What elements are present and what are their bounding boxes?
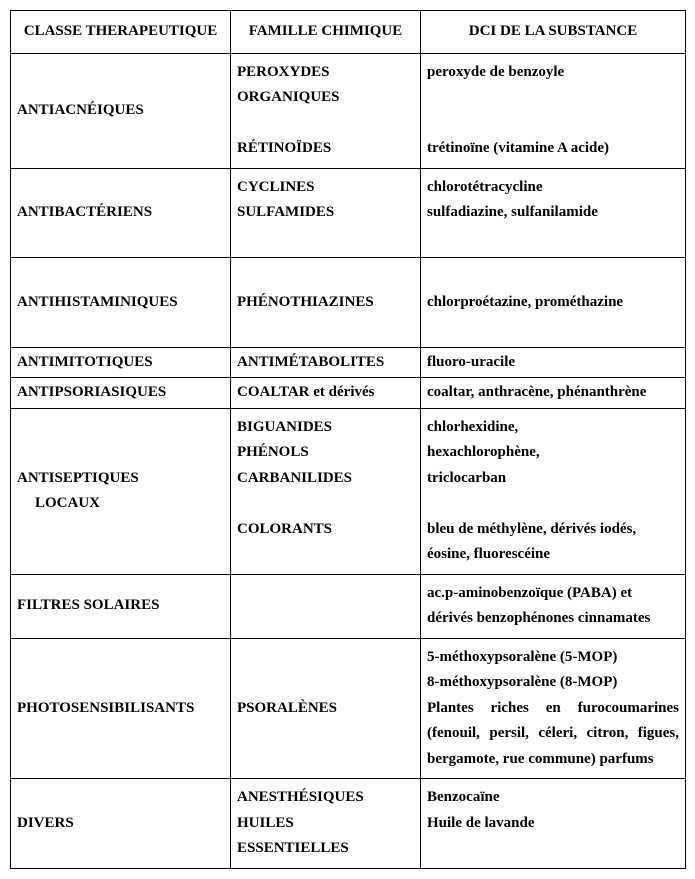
- cell-classe: ANTIACNÉIQUES: [11, 53, 231, 168]
- text: ANTIMÉTABOLITES: [237, 354, 384, 370]
- text: hexachlorophène,: [427, 444, 540, 460]
- text: ANTIBACTÉRIENS: [17, 204, 152, 220]
- table-row: FILTRES SOLAIRES ac.p-aminobenzoïque (PA…: [11, 574, 686, 638]
- table-row: DIVERS ANESTHÉSIQUES HUILES ESSENTIELLES…: [11, 779, 686, 869]
- cell-classe: ANTIBACTÉRIENS: [11, 168, 231, 258]
- table-row: ANTIACNÉIQUES PEROXYDES ORGANIQUES RÉTIN…: [11, 53, 686, 168]
- cell-classe: ANTIHISTAMINIQUES: [11, 258, 231, 348]
- cell-classe: FILTRES SOLAIRES: [11, 574, 231, 638]
- text: chlorproétazine, prométhazine: [427, 294, 623, 310]
- cell-famille: ANTIMÉTABOLITES: [231, 347, 421, 378]
- text: HUILES: [237, 815, 294, 831]
- header-famille: FAMILLE CHIMIQUE: [231, 11, 421, 54]
- cell-dci: chlorotétracycline sulfadiazine, sulfani…: [421, 168, 686, 258]
- text: FILTRES SOLAIRES: [17, 597, 159, 613]
- cell-classe: ANTIMITOTIQUES: [11, 347, 231, 378]
- text: ANESTHÉSIQUES: [237, 789, 364, 805]
- cell-famille: CYCLINES SULFAMIDES: [231, 168, 421, 258]
- text: Benzocaïne: [427, 789, 500, 805]
- cell-famille: [231, 574, 421, 638]
- text: bleu de méthylène, dérivés iodés, éosine…: [427, 521, 636, 563]
- cell-famille: PEROXYDES ORGANIQUES RÉTINOÏDES: [231, 53, 421, 168]
- text: 5-méthoxypsoralène (5-MOP): [427, 649, 617, 665]
- cell-classe: DIVERS: [11, 779, 231, 869]
- cell-dci: coaltar, anthracène, phénanthrène: [421, 378, 686, 409]
- text: Plantes riches en furocoumarines (fenoui…: [427, 700, 679, 767]
- text: ANTIMITOTIQUES: [17, 354, 153, 370]
- table-row: ANTIPSORIASIQUES COALTAR et dérivés coal…: [11, 378, 686, 409]
- text: PHOTOSENSIBILISANTS: [17, 700, 194, 716]
- table-header-row: CLASSE THERAPEUTIQUE FAMILLE CHIMIQUE DC…: [11, 11, 686, 54]
- text: PHÉNOTHIAZINES: [237, 294, 374, 310]
- table-row: ANTISEPTIQUES LOCAUX BIGUANIDES PHÉNOLS …: [11, 408, 686, 574]
- cell-dci: ac.p-aminobenzoïque (PABA) et dérivés be…: [421, 574, 686, 638]
- text: RÉTINOÏDES: [237, 140, 331, 156]
- text: BIGUANIDES: [237, 419, 332, 435]
- text: sulfadiazine, sulfanilamide: [427, 204, 598, 220]
- header-dci: DCI DE LA SUBSTANCE: [421, 11, 686, 54]
- text: CARBANILIDES: [237, 470, 352, 486]
- text: peroxyde de benzoyle: [427, 64, 564, 80]
- cell-famille: PSORALÈNES: [231, 638, 421, 779]
- text: Huile de lavande: [427, 815, 535, 831]
- cell-dci: 5-méthoxypsoralène (5-MOP) 8-méthoxypsor…: [421, 638, 686, 779]
- cell-famille: PHÉNOTHIAZINES: [231, 258, 421, 348]
- text: PEROXYDES: [237, 64, 330, 80]
- text: fluoro-uracile: [427, 354, 515, 370]
- header-classe: CLASSE THERAPEUTIQUE: [11, 11, 231, 54]
- cell-dci: chlorhexidine, hexachlorophène, tricloca…: [421, 408, 686, 574]
- cell-dci: Benzocaïne Huile de lavande: [421, 779, 686, 869]
- text: PHÉNOLS: [237, 444, 309, 460]
- cell-classe: ANTIPSORIASIQUES: [11, 378, 231, 409]
- table-row: ANTIHISTAMINIQUES PHÉNOTHIAZINES chlorpr…: [11, 258, 686, 348]
- cell-famille: BIGUANIDES PHÉNOLS CARBANILIDES COLORANT…: [231, 408, 421, 574]
- therapeutic-classes-table: CLASSE THERAPEUTIQUE FAMILLE CHIMIQUE DC…: [10, 10, 686, 869]
- text: ORGANIQUES: [237, 89, 340, 105]
- cell-famille: ANESTHÉSIQUES HUILES ESSENTIELLES: [231, 779, 421, 869]
- text: ac.p-aminobenzoïque (PABA) et dérivés be…: [427, 585, 650, 627]
- cell-famille: COALTAR et dérivés: [231, 378, 421, 409]
- text: chlorotétracycline: [427, 179, 543, 195]
- text: coaltar, anthracène, phénanthrène: [427, 384, 646, 400]
- text: SULFAMIDES: [237, 204, 334, 220]
- text: ANTIHISTAMINIQUES: [17, 294, 178, 310]
- table-row: PHOTOSENSIBILISANTS PSORALÈNES 5-méthoxy…: [11, 638, 686, 779]
- cell-classe: ANTISEPTIQUES LOCAUX: [11, 408, 231, 574]
- text: chlorhexidine,: [427, 419, 518, 435]
- text: ANTIPSORIASIQUES: [17, 384, 166, 400]
- text: triclocarban: [427, 470, 506, 486]
- text: COALTAR et dérivés: [237, 384, 375, 400]
- cell-dci: peroxyde de benzoyle trétinoïne (vitamin…: [421, 53, 686, 168]
- cell-dci: fluoro-uracile: [421, 347, 686, 378]
- table-row: ANTIBACTÉRIENS CYCLINES SULFAMIDES chlor…: [11, 168, 686, 258]
- text: 8-méthoxypsoralène (8-MOP): [427, 674, 617, 690]
- cell-classe: PHOTOSENSIBILISANTS: [11, 638, 231, 779]
- table-row: ANTIMITOTIQUES ANTIMÉTABOLITES fluoro-ur…: [11, 347, 686, 378]
- text: ANTISEPTIQUES: [17, 470, 139, 486]
- text: PSORALÈNES: [237, 700, 337, 716]
- text: trétinoïne (vitamine A acide): [427, 140, 609, 156]
- text: DIVERS: [17, 815, 74, 831]
- text: COLORANTS: [237, 521, 332, 537]
- text: CYCLINES: [237, 179, 315, 195]
- text: ESSENTIELLES: [237, 840, 349, 856]
- text: LOCAUX: [17, 491, 224, 517]
- text: ANTIACNÉIQUES: [17, 102, 144, 118]
- cell-dci: chlorproétazine, prométhazine: [421, 258, 686, 348]
